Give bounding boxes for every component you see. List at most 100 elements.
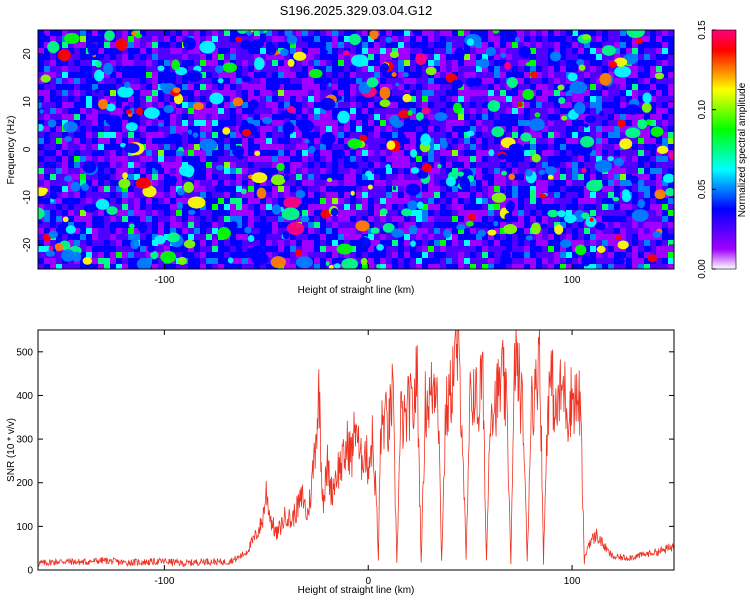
heatmap-cell (248, 192, 255, 199)
heatmap-cell (50, 162, 57, 169)
heatmap-cell (464, 30, 471, 37)
heatmap-cell (560, 234, 567, 241)
heatmap-cell (68, 180, 75, 187)
heatmap-cell (362, 150, 369, 157)
heatmap-cell (668, 60, 674, 67)
heatmap-cell (590, 66, 597, 73)
heatmap-cell (596, 216, 603, 223)
heatmap-cell (230, 96, 237, 103)
heatmap-cell (194, 138, 201, 145)
heatmap-cell (266, 234, 273, 241)
heatmap-cell (578, 198, 585, 205)
heatmap-cell (410, 120, 417, 127)
heatmap-cell (398, 234, 405, 241)
heatmap-cell (374, 204, 381, 211)
heatmap-cell (266, 198, 273, 205)
heatmap-blob (626, 30, 645, 38)
heatmap-blob (488, 149, 495, 157)
heatmap-cell (404, 222, 411, 229)
heatmap-cell (554, 78, 561, 85)
heatmap-blob (564, 214, 577, 224)
heatmap-cell (578, 72, 585, 79)
heatmap-blob (576, 59, 585, 66)
heatmap-cell (398, 42, 405, 49)
heatmap-cell (182, 252, 189, 259)
heatmap-cell (572, 60, 579, 67)
heatmap-cell (230, 240, 237, 247)
heatmap-cell (242, 102, 249, 109)
heatmap-cell (644, 228, 651, 235)
heatmap-cell (332, 60, 339, 67)
heatmap-cell (344, 150, 351, 157)
heatmap-cell (206, 72, 213, 79)
heatmap-blob (326, 177, 333, 182)
heatmap-cell (380, 258, 387, 265)
heatmap-blob (341, 258, 359, 269)
heatmap-cell (44, 174, 51, 181)
colorbar-tick-label: 0.10 (697, 99, 708, 119)
heatmap-cell (272, 102, 279, 109)
heatmap-cell (518, 108, 525, 115)
heatmap-cell (374, 60, 381, 67)
line-x-tick-label: -100 (154, 576, 174, 587)
heatmap-cell (302, 180, 309, 187)
heatmap-cell (530, 132, 537, 139)
heatmap-blob (158, 122, 164, 127)
heatmap-blob (662, 173, 674, 184)
heatmap-cell (620, 156, 627, 163)
heatmap-cell (428, 42, 435, 49)
heatmap-cell (248, 204, 255, 211)
heatmap-blob (351, 54, 369, 67)
heatmap-cell (416, 156, 423, 163)
heatmap-blob (599, 110, 605, 117)
heatmap-cell (476, 246, 483, 253)
heatmap-cell (344, 216, 351, 223)
heatmap-cell (602, 234, 609, 241)
heatmap-cell (50, 108, 57, 115)
heatmap-cell (38, 72, 45, 79)
heatmap-blob (135, 177, 152, 189)
heatmap-cell (524, 108, 531, 115)
heatmap-cell (650, 156, 657, 163)
heatmap-cell (140, 162, 147, 169)
heatmap-cell (380, 216, 387, 223)
heatmap-cell (650, 120, 657, 127)
heatmap-cell (296, 168, 303, 175)
heatmap-cell (470, 264, 477, 269)
heatmap-cell (434, 78, 441, 85)
heatmap-cell (350, 246, 357, 253)
heatmap-cell (194, 126, 201, 133)
heatmap-cell (104, 246, 111, 253)
heatmap-cell (182, 174, 189, 181)
heatmap-cell (494, 84, 501, 91)
heatmap-blob (525, 62, 532, 67)
heatmap-cell (638, 156, 645, 163)
heatmap-cell (194, 264, 201, 269)
heatmap-cell (302, 72, 309, 79)
heatmap-cell (80, 66, 87, 73)
heatmap-cell (158, 216, 165, 223)
heatmap-cell (482, 192, 489, 199)
heatmap-cell (488, 120, 495, 127)
heatmap-cell (236, 174, 243, 181)
heatmap-cell (86, 240, 93, 247)
heatmap-cell (608, 144, 615, 151)
heatmap-blob (308, 68, 323, 79)
heatmap-cell (272, 138, 279, 145)
heatmap-blob (487, 229, 497, 236)
heatmap-blob (64, 136, 72, 142)
heatmap-cell (344, 156, 351, 163)
heatmap-cell (602, 198, 609, 205)
heatmap-cell (428, 240, 435, 247)
heatmap-cell (392, 204, 399, 211)
heatmap-cell (356, 90, 363, 97)
heatmap-cell (428, 120, 435, 127)
heatmap-cell (656, 120, 663, 127)
heatmap-cell (668, 66, 674, 73)
heatmap-cell (242, 144, 249, 151)
heatmap-cell (620, 126, 627, 133)
heatmap-cell (236, 42, 243, 49)
heatmap-blob (665, 187, 674, 197)
heatmap-cell (422, 252, 429, 259)
heatmap-cell (350, 180, 357, 187)
